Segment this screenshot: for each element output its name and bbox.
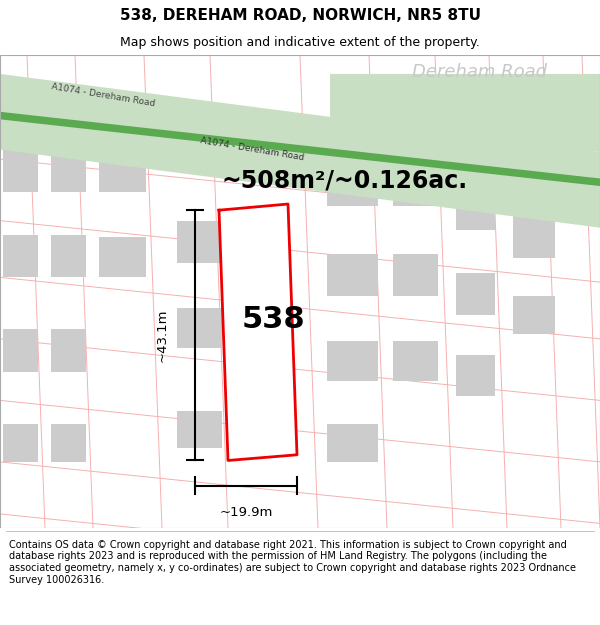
- Bar: [393, 254, 438, 296]
- Bar: [513, 216, 555, 259]
- Bar: [327, 254, 378, 296]
- Bar: [3, 145, 38, 192]
- Bar: [3, 235, 38, 278]
- Bar: [177, 221, 222, 263]
- Bar: [456, 356, 495, 396]
- Bar: [177, 411, 222, 447]
- Bar: [177, 308, 222, 348]
- Text: A1074 - Dereham Road: A1074 - Dereham Road: [51, 82, 156, 108]
- Text: ~19.9m: ~19.9m: [220, 506, 272, 519]
- Polygon shape: [330, 74, 600, 152]
- Text: 538: 538: [241, 306, 305, 334]
- Bar: [51, 145, 86, 192]
- Text: Contains OS data © Crown copyright and database right 2021. This information is : Contains OS data © Crown copyright and d…: [9, 540, 576, 584]
- Text: ~43.1m: ~43.1m: [155, 309, 169, 362]
- Bar: [393, 341, 438, 381]
- Bar: [327, 341, 378, 381]
- Bar: [51, 329, 86, 372]
- Bar: [456, 188, 495, 230]
- Text: Dereham Road: Dereham Road: [413, 62, 548, 81]
- Bar: [327, 424, 378, 462]
- Text: ~508m²/~0.126ac.: ~508m²/~0.126ac.: [222, 168, 468, 192]
- Bar: [327, 164, 378, 206]
- Text: 538, DEREHAM ROAD, NORWICH, NR5 8TU: 538, DEREHAM ROAD, NORWICH, NR5 8TU: [119, 8, 481, 23]
- Bar: [3, 424, 38, 462]
- Bar: [51, 424, 86, 462]
- Bar: [456, 272, 495, 315]
- Bar: [3, 329, 38, 372]
- Polygon shape: [219, 204, 297, 461]
- Bar: [51, 235, 86, 278]
- Bar: [393, 164, 438, 206]
- Bar: [513, 296, 555, 334]
- Text: Map shows position and indicative extent of the property.: Map shows position and indicative extent…: [120, 36, 480, 49]
- Text: A1074 - Dereham Road: A1074 - Dereham Road: [199, 136, 305, 162]
- Bar: [99, 237, 146, 278]
- Polygon shape: [0, 74, 600, 228]
- Polygon shape: [0, 112, 600, 186]
- Bar: [99, 152, 146, 192]
